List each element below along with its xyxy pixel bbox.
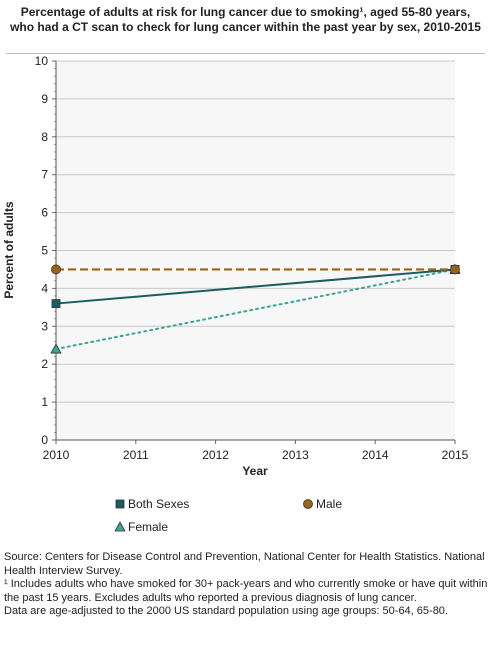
source-note: Source: Centers for Disease Control and … [4,551,485,577]
legend-label-male: Male [316,497,342,511]
y-tick-label: 5 [41,244,48,258]
y-tick-label: 0 [41,433,48,447]
y-tick-label: 4 [41,281,48,295]
x-tick-label: 2015 [442,448,469,462]
y-tick-label: 1 [41,395,48,409]
data-point-female [50,343,62,354]
legend-marker-male [303,499,313,509]
title-divider [6,53,485,54]
series-line-female [55,268,456,351]
x-tick-label: 2010 [43,448,70,462]
series-line-both-sexes [55,268,456,305]
y-tick-label: 8 [41,130,48,144]
legend-marker-female [114,521,126,532]
legend-marker-both-sexes [115,499,125,509]
y-tick-label: 9 [41,92,48,106]
legend-label-female: Female [128,520,168,534]
line-chart: 0 1 2 3 4 5 6 7 8 9 10 2010 2011 2012 2013 2014 2015 Per… [2,54,469,534]
y-tick-label: 7 [41,168,48,182]
x-tick-label: 2014 [362,448,389,462]
y-tick-label: 3 [41,319,48,333]
footnote-definition: ¹ Includes adults who have smoked for 30… [4,578,488,604]
chart-notes: Source: Centers for Disease Control and … [4,551,488,619]
data-point-male [51,264,61,275]
x-axis-title: Year [242,464,268,478]
chart-title: Percentage of adults at risk for lung ca… [10,5,481,34]
y-tick-label: 2 [41,357,48,371]
y-axis-title: Percent of adults [2,201,16,299]
x-tick-label: 2013 [282,448,309,462]
y-tick-label: 6 [41,206,48,220]
x-tick-label: 2011 [123,448,149,462]
legend-label-both-sexes: Both Sexes [128,497,189,511]
data-point-both-sexes [51,299,61,308]
data-point-male [450,264,460,275]
x-tick-label: 2012 [202,448,229,462]
age-adjustment-note: Data are age-adjusted to the 2000 US sta… [4,605,448,618]
y-tick-label: 10 [35,54,49,68]
